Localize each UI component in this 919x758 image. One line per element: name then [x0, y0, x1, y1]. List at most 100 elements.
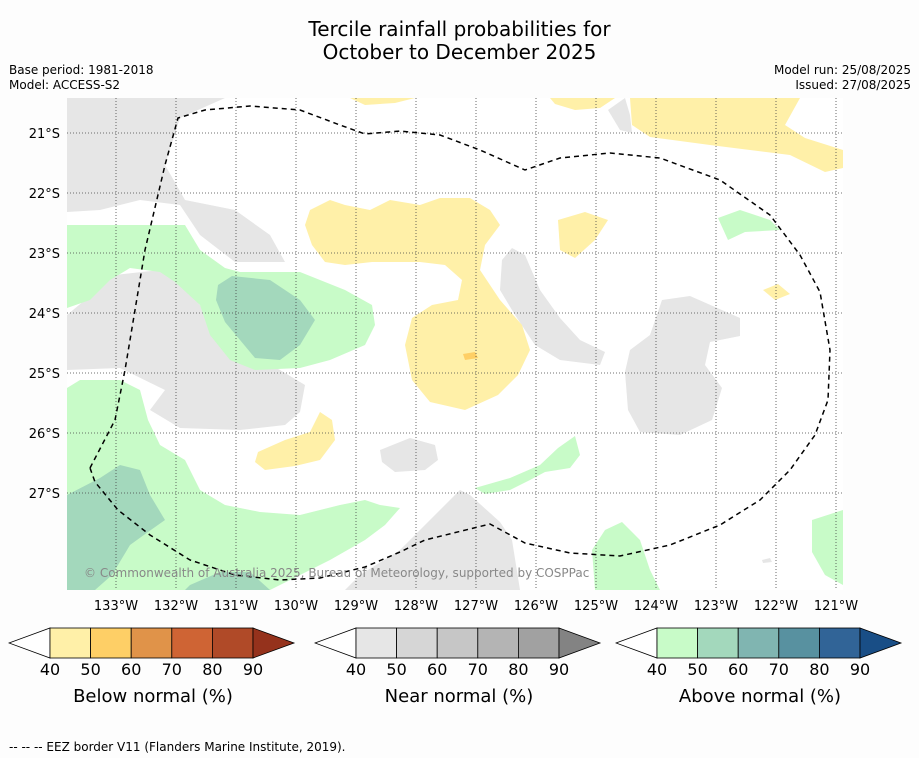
model-name: Model: ACCESS-S2 [9, 78, 121, 92]
colorbar-swatch [656, 627, 698, 659]
near-normal-area-south-centre-1 [380, 438, 438, 472]
near-normal-area-north [608, 98, 632, 133]
tick: 50 [687, 660, 708, 679]
tick: 50 [80, 660, 101, 679]
colorbar-swatch [477, 627, 519, 659]
lon-label: 132°W [154, 599, 198, 614]
below-normal-area-small-east [558, 212, 608, 258]
colorbar-above-label: Above normal (%) [678, 686, 842, 707]
colorbar-swatch [517, 627, 560, 659]
tick: 40 [345, 660, 367, 679]
title-line-1: Tercile rainfall probabilities for [308, 17, 611, 41]
colorbar-above-ticks: 40 50 60 70 80 90 [615, 660, 905, 680]
colorbar-swatch [49, 627, 91, 659]
tick: 40 [646, 660, 668, 679]
issued-date: Issued: 27/08/2025 [795, 78, 911, 92]
tick: 90 [548, 660, 570, 679]
lon-label: 128°W [394, 599, 438, 614]
below-normal-50-patch [463, 352, 478, 360]
above-normal-area-far-east [812, 510, 843, 585]
model-info: Base period: 1981-2018 Model: ACCESS-S2 [9, 63, 154, 93]
tick: 70 [467, 660, 488, 679]
colorbar-near-normal [313, 626, 604, 666]
near-normal-area-centre [500, 248, 605, 365]
lon-label: 125°W [574, 599, 618, 614]
colorbar-above-normal [614, 626, 905, 666]
tick: 60 [728, 660, 749, 679]
copyright-notice: © Commonwealth of Australia 2025, Bureau… [84, 566, 589, 580]
tick: 60 [427, 660, 448, 679]
near-normal-area-north-west [67, 98, 285, 262]
eez-legend-note: -- -- -- EEZ border V11 (Flanders Marine… [9, 740, 346, 754]
colorbar-swatch [396, 627, 438, 659]
colorbar-swatch [778, 627, 820, 659]
lat-label: 25°S [29, 367, 60, 382]
lat-label: 27°S [29, 487, 60, 502]
lon-label: 127°W [454, 599, 498, 614]
colorbar-below-normal [7, 626, 298, 666]
tick: 70 [161, 660, 182, 679]
colorbar-swatch [436, 627, 479, 659]
probability-shading [67, 98, 843, 590]
lon-label: 129°W [334, 599, 378, 614]
tick: 80 [809, 660, 830, 679]
tick: 80 [202, 660, 223, 679]
colorbar-swatch [171, 627, 213, 659]
latitude-labels: 21°S 22°S 23°S 24°S 25°S 26°S 27°S [29, 127, 60, 502]
tick: 90 [849, 660, 871, 679]
tick: 90 [242, 660, 264, 679]
above-normal-area-south-west [67, 380, 400, 590]
lon-label: 126°W [514, 599, 558, 614]
tick: 70 [768, 660, 789, 679]
above-normal-50-area-west [216, 276, 315, 360]
lon-label: 121°W [814, 599, 858, 614]
lon-label: 133°W [94, 599, 138, 614]
above-normal-area-south-east [592, 522, 660, 590]
grid-lines [67, 98, 843, 590]
lat-label: 26°S [29, 427, 60, 442]
lon-label: 130°W [274, 599, 318, 614]
colorbar-swatch [697, 627, 739, 659]
longitude-labels: 133°W 132°W 131°W 130°W 129°W 128°W 127°… [94, 599, 858, 614]
base-period: Base period: 1981-2018 [9, 63, 154, 77]
near-normal-area-east [625, 296, 740, 435]
colorbar-extend-arrow [558, 627, 602, 659]
tick: 60 [121, 660, 142, 679]
below-normal-area-south-west [255, 412, 335, 470]
below-normal-area-north [350, 98, 415, 105]
lat-label: 22°S [29, 187, 60, 202]
colorbar-below-label: Below normal (%) [73, 686, 233, 707]
tick: 80 [508, 660, 529, 679]
colorbar-swatch [818, 627, 861, 659]
title-line-2: October to December 2025 [322, 40, 597, 64]
map-title: Tercile rainfall probabilities for Octob… [0, 18, 919, 64]
colorbar-extend-arrow [252, 627, 296, 659]
colorbar-swatch [130, 627, 173, 659]
colorbar-above-graphic [614, 627, 903, 659]
model-run: Model run: 25/08/2025 [773, 63, 911, 77]
lon-label: 124°W [634, 599, 678, 614]
near-normal-area-west [67, 270, 305, 430]
above-normal-area-south-centre [475, 436, 580, 494]
tick: 50 [386, 660, 407, 679]
colorbar-extend-arrow [859, 627, 903, 659]
colorbar-swatch [737, 627, 780, 659]
colorbar-swatch [90, 627, 132, 659]
colorbar-swatch [211, 627, 254, 659]
eez-border [89, 105, 831, 581]
lon-label: 123°W [694, 599, 738, 614]
lon-label: 131°W [214, 599, 258, 614]
colorbar-near-graphic [313, 627, 602, 659]
colorbar-below-graphic [7, 627, 296, 659]
lat-label: 24°S [29, 307, 60, 322]
above-normal-area-east [718, 210, 780, 240]
below-normal-area-north-2 [550, 98, 615, 110]
tick: 40 [39, 660, 61, 679]
colorbar-near-ticks: 40 50 60 70 80 90 [314, 660, 604, 680]
lat-label: 23°S [29, 247, 60, 262]
colorbar-below-ticks: 40 50 60 70 80 90 [8, 660, 298, 680]
map-canvas[interactable]: 21°S 22°S 23°S 24°S 25°S 26°S 27°S 133°W… [0, 0, 919, 620]
near-normal-tiny-east [762, 558, 772, 563]
lon-label: 122°W [754, 599, 798, 614]
below-normal-area-tiny-east [763, 284, 790, 300]
